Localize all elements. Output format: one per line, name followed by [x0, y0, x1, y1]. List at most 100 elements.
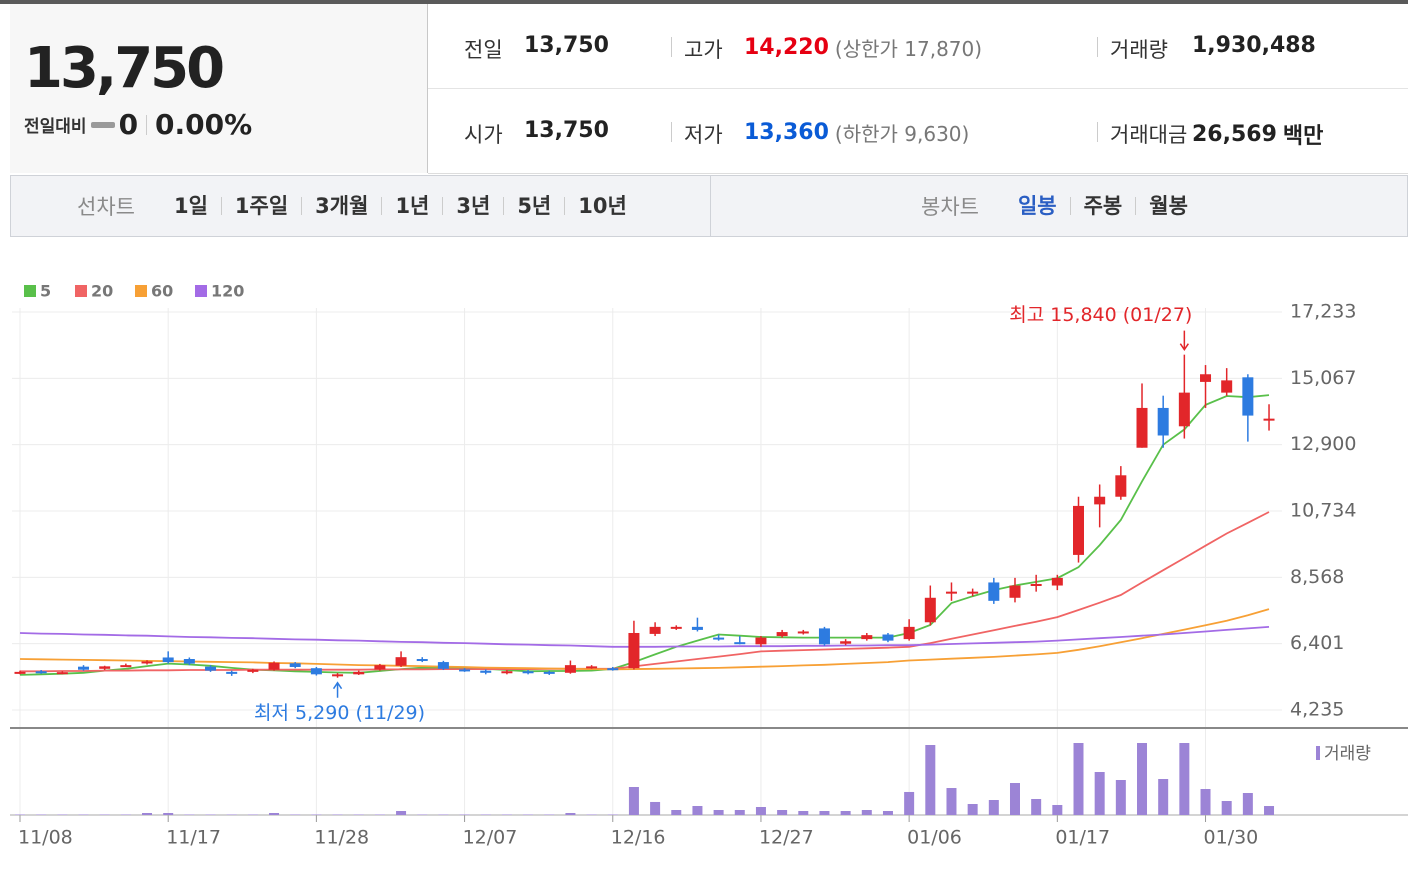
line-chart-tabs: 선차트 1일 1주일 3개월 1년 3년 5년 10년: [77, 176, 640, 236]
tab[interactable]: 1일: [173, 194, 208, 218]
volume-bar: [1094, 772, 1105, 815]
candle-body: [607, 668, 619, 671]
ma-line: [19, 626, 1270, 648]
stat-value-row: 26,569 백만: [1192, 118, 1323, 150]
stats-box: [428, 4, 1408, 174]
candle-body: [713, 637, 725, 640]
candle-body: [628, 632, 640, 669]
volume-bar: [269, 813, 280, 815]
stat-value-row: 13,750: [524, 118, 609, 143]
legend-swatch: [75, 285, 87, 297]
volume-bar: [946, 788, 957, 815]
ma-line: [20, 511, 1270, 673]
candle-body: [310, 668, 322, 675]
candle-body: [416, 659, 428, 662]
volume-bar: [1115, 780, 1126, 815]
tab[interactable]: 주봉: [1069, 196, 1136, 217]
candle-body: [120, 665, 132, 668]
candle-body: [882, 634, 894, 641]
candle-body: [205, 666, 217, 671]
candle-body: [988, 582, 1000, 601]
stat-value: 14,220: [744, 35, 829, 60]
candle-body: [1221, 380, 1233, 393]
tab-group-label: 봉차트: [921, 195, 979, 219]
stat-unit: 백만: [1282, 124, 1324, 149]
candle-chart-tabs: 봉차트 일봉 주봉 월봉: [921, 176, 1201, 236]
stat-label: 시가: [464, 123, 503, 147]
stat-value-row: 13,360 (하한가 9,630): [744, 118, 969, 147]
y-tick-label: 15,067: [1290, 367, 1356, 389]
volume-bar: [861, 810, 872, 815]
volume-bar: [1009, 783, 1020, 815]
candle-body: [35, 671, 47, 674]
candle-body: [670, 626, 682, 629]
stat-value: 26,569: [1192, 121, 1277, 147]
tab-divider: [710, 176, 711, 236]
candle-body: [1242, 377, 1254, 416]
ma-line: [19, 608, 1270, 671]
legend-swatch: [195, 285, 207, 297]
x-tick-label: 12/27: [759, 827, 814, 849]
x-tick-label: 11/08: [18, 827, 73, 849]
volume-bar: [1031, 799, 1042, 815]
candle-body: [818, 628, 830, 645]
candle-body: [776, 632, 788, 637]
volume-bar: [777, 810, 788, 815]
tab[interactable]: 10년: [564, 196, 640, 217]
high-arrow: [1179, 330, 1189, 352]
tab[interactable]: 1년: [381, 196, 442, 217]
candle-body: [967, 591, 979, 594]
candle-body: [755, 637, 767, 645]
candle-body: [480, 670, 492, 673]
volume-bar: [1052, 805, 1063, 815]
volume-bar: [650, 801, 661, 815]
volume-bar: [142, 813, 153, 815]
candle-body: [332, 674, 344, 677]
candle-body: [1136, 407, 1148, 448]
volume-bar: [1073, 743, 1084, 815]
stat-label: 거래량: [1110, 38, 1168, 62]
legend-label: 20: [91, 282, 113, 301]
separator: [1097, 37, 1098, 57]
volume-legend-swatch: [1316, 746, 1320, 760]
candle-body: [1051, 577, 1063, 586]
volume-bar: [904, 791, 915, 815]
candle-body: [924, 597, 936, 623]
x-tick-label: 01/17: [1055, 827, 1110, 849]
volume-bar: [819, 811, 830, 815]
change-label: 전일대비: [24, 117, 87, 137]
stat-value: 13,750: [524, 33, 609, 58]
stat-value: 13,360: [744, 120, 829, 145]
current-price: 13,750: [24, 36, 225, 101]
tab[interactable]: 월봉: [1135, 196, 1201, 217]
stat-label: 거래대금: [1110, 123, 1188, 147]
candle-body: [459, 669, 471, 672]
candle-body: [14, 671, 26, 674]
volume-bar: [925, 745, 936, 815]
tab[interactable]: 3개월: [301, 196, 381, 217]
volume-bar: [671, 810, 682, 815]
candle-body: [247, 669, 259, 672]
candle-body: [840, 641, 852, 644]
candle-body: [1009, 585, 1021, 598]
candle-body: [734, 642, 746, 645]
volume-bar: [1200, 789, 1211, 815]
y-tick-label: 10,734: [1290, 499, 1356, 521]
legend-label: 5: [40, 282, 51, 301]
tab[interactable]: 일봉: [1017, 194, 1057, 218]
stat-value-row: 14,220 (상한가 17,870): [744, 33, 982, 62]
candle-body: [395, 657, 407, 666]
change-rate: 0.00%: [155, 108, 253, 141]
volume-bar: [1179, 743, 1190, 815]
candle-body: [903, 626, 915, 640]
tab[interactable]: 1주일: [220, 196, 301, 217]
top-border: [0, 0, 1408, 4]
volume-bar: [1158, 779, 1169, 815]
tab[interactable]: 3년: [442, 196, 503, 217]
y-tick-label: 4,235: [1290, 698, 1344, 720]
tab[interactable]: 5년: [503, 196, 564, 217]
y-tick-label: 12,900: [1290, 433, 1356, 455]
candle-body: [649, 626, 661, 634]
legend-label: 60: [151, 282, 173, 301]
